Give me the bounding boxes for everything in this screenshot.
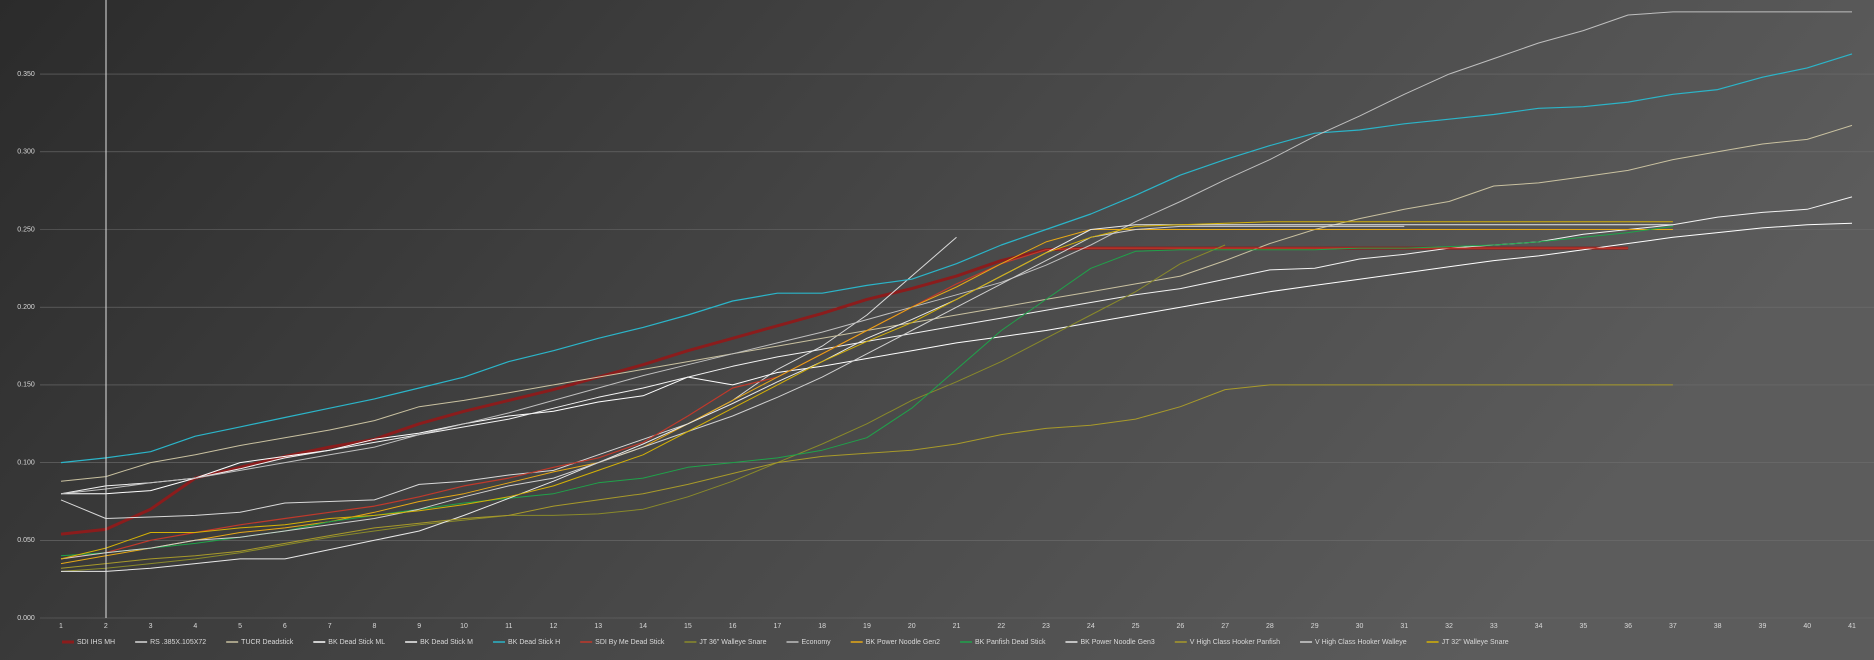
y-tick-label: 0.100 (17, 459, 35, 466)
x-tick-label: 16 (729, 623, 737, 630)
x-tick-label: 24 (1087, 623, 1095, 630)
legend-label: BK Power Noodle Gen2 (866, 639, 940, 646)
x-tick-label: 29 (1311, 623, 1319, 630)
x-tick-label: 23 (1042, 623, 1050, 630)
y-tick-label: 0.000 (17, 615, 35, 622)
series-line (60, 236, 957, 519)
x-tick-label: 1 (59, 623, 63, 630)
x-tick-label: 26 (1176, 623, 1184, 630)
legend-label: V High Class Hooker Panfish (1190, 639, 1280, 646)
x-tick-label: 37 (1669, 623, 1677, 630)
x-tick-label: 11 (505, 623, 512, 630)
series-line (60, 244, 1226, 572)
x-tick-label: 35 (1579, 623, 1587, 630)
x-tick-label: 28 (1266, 623, 1274, 630)
series-line (60, 124, 1853, 482)
plot-area: 0.000 0.050 0.100 0.150 0.200 0.250 0.300 0.350… (17, 11, 1874, 630)
x-tick-label: 25 (1132, 623, 1140, 630)
y-tick-label: 0.150 (17, 382, 35, 389)
x-tick-label: 27 (1221, 623, 1229, 630)
legend-label: BK Panfish Dead Stick (975, 639, 1046, 646)
x-tick-label: 32 (1445, 623, 1453, 630)
x-tick-label: 10 (460, 623, 468, 630)
legend-label: SDI IHS MH (77, 639, 115, 646)
series-line (60, 225, 1405, 560)
legend-label: JT 36" Walleye Snare (699, 639, 766, 646)
legend: SDI IHS MH RS .385X.105X72 TUCR Deadstick B… (62, 639, 1509, 646)
x-tick-label: 4 (193, 623, 197, 630)
series-line (61, 222, 1853, 495)
series-line (61, 224, 1673, 572)
series-line (60, 196, 1853, 495)
legend-label: BK Power Noodle Gen3 (1080, 639, 1154, 646)
series-line (60, 221, 1673, 560)
y-tick-label: 0.050 (17, 537, 35, 544)
x-tick-label: 3 (149, 623, 153, 630)
legend-label: TUCR Deadstick (241, 639, 294, 646)
legend-label: Economy (802, 639, 832, 646)
legend-label: SDI By Me Dead Stick (595, 639, 665, 646)
x-tick-label: 22 (997, 623, 1005, 630)
legend-label: BK Dead Stick ML (328, 639, 385, 646)
x-tick-label: 41 (1848, 623, 1856, 630)
legend-label: RS .385X.105X72 (150, 639, 206, 646)
series-line (60, 225, 1673, 557)
x-tick-label: 40 (1803, 623, 1811, 630)
x-tick-label: 33 (1490, 623, 1498, 630)
legend-label: V High Class Hooker Walleye (1315, 639, 1407, 646)
legend-label: BK Dead Stick M (420, 639, 473, 646)
x-tick-label: 21 (953, 623, 961, 630)
x-tick-label: 2 (104, 623, 108, 630)
x-tick-label: 6 (283, 623, 287, 630)
x-tick-label: 34 (1535, 623, 1543, 630)
x-tick-label: 13 (594, 623, 602, 630)
x-tick-label: 30 (1356, 623, 1364, 630)
y-tick-label: 0.350 (17, 71, 35, 78)
x-tick-label: 5 (238, 623, 242, 630)
x-tick-label: 38 (1714, 623, 1722, 630)
series-line (60, 11, 1852, 495)
x-tick-label: 39 (1759, 623, 1767, 630)
y-tick-label: 0.200 (17, 304, 35, 311)
x-tick-label: 31 (1400, 623, 1408, 630)
series-line (60, 53, 1853, 464)
x-tick-label: 8 (372, 623, 376, 630)
x-tick-label: 36 (1624, 623, 1632, 630)
y-tick-label: 0.300 (17, 149, 35, 156)
x-tick-label: 19 (863, 623, 871, 630)
x-tick-label: 18 (818, 623, 826, 630)
x-tick-label: 17 (774, 623, 782, 630)
y-tick-label: 0.250 (17, 226, 35, 233)
x-tick-label: 15 (684, 623, 692, 630)
series-line (60, 384, 1673, 569)
x-tick-label: 14 (639, 623, 647, 630)
legend-label: BK Dead Stick H (508, 639, 560, 646)
x-tick-label: 20 (908, 623, 916, 630)
x-tick-label: 9 (417, 623, 421, 630)
x-tick-label: 12 (550, 623, 558, 630)
legend-label: JT 32" Walleye Snare (1442, 639, 1509, 646)
x-tick-label: 7 (328, 623, 332, 630)
